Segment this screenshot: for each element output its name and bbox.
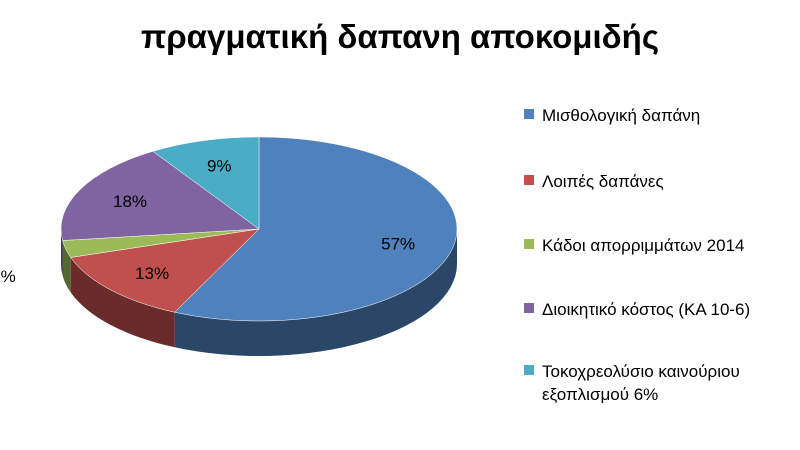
legend-label: Λοιπές δαπάνες [542, 172, 664, 191]
legend-item-loan-repayment: Τοκοχρεολύσιο καινούριου εξοπλισμού 6% [524, 360, 792, 406]
legend-swatch [524, 303, 534, 313]
legend-label: Διοικητικό κόστος (ΚΑ 10-6) [542, 300, 751, 319]
pie-side-bins [62, 240, 71, 293]
legend-label: Μισθολογική δαπάνη [542, 106, 701, 125]
pie-slice-admin-cost [60, 151, 260, 241]
pie-slice-salary [174, 136, 458, 322]
legend-item-salary: Μισθολογική δαπάνη [524, 104, 792, 127]
legend-item-bins: Κάδοι απορριμμάτων 2014 [524, 234, 792, 257]
pie-tops [60, 136, 458, 322]
legend-item-other-expenses: Λοιπές δαπάνες [524, 170, 792, 193]
chart-title: πραγματική δαπανη αποκομιδής [141, 18, 659, 55]
data-label-admin-cost: 18% [113, 192, 147, 211]
legend-swatch [524, 109, 534, 119]
legend-swatch [524, 239, 534, 249]
legend-label: Κάδοι απορριμμάτων 2014 [542, 236, 745, 255]
legend-swatch [524, 175, 534, 185]
data-label-loan-repayment: 9% [207, 156, 232, 175]
pie-labels: 57% 13% 3% 18% 9% [0, 156, 415, 286]
legend-label: Τοκοχρεολύσιο καινούριου εξοπλισμού 6% [542, 362, 740, 404]
data-label-bins: 3% [0, 267, 16, 286]
data-label-salary: 57% [381, 234, 415, 253]
pie-side-admin-cost [61, 229, 63, 276]
legend-swatch [524, 365, 534, 375]
pie-side-salary [174, 229, 458, 356]
data-label-other-expenses: 13% [135, 264, 169, 283]
pie-side-other-expenses [70, 257, 175, 348]
pie-slice-other-expenses [70, 228, 260, 313]
legend-item-admin-cost: Διοικητικό κόστος (ΚΑ 10-6) [524, 298, 792, 321]
pie-sides [61, 229, 458, 356]
pie-slice-loan-repayment [152, 136, 260, 230]
